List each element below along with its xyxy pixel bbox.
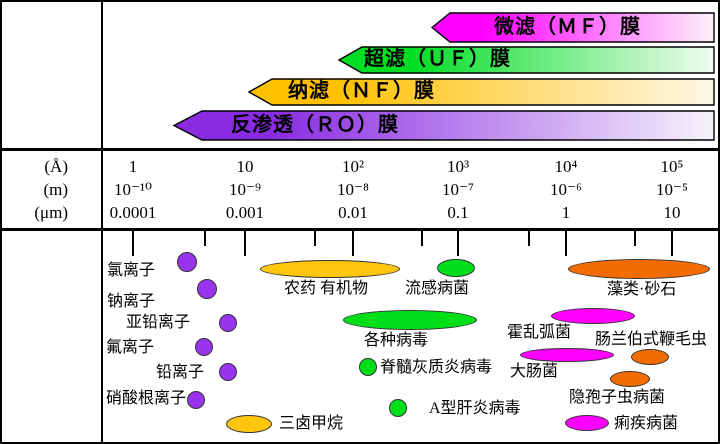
particle-ellipse-polio-virus	[359, 358, 377, 376]
major-tick	[352, 231, 354, 256]
scale-value: 10⁻⁸	[337, 180, 369, 199]
scale-value: 10³	[446, 157, 470, 176]
scale-value: 0.0001	[109, 203, 157, 222]
particle-label-giardia-lamblia: 肠兰伯式鞭毛虫	[595, 331, 708, 348]
particle-ellipse-influenza-germ	[437, 259, 475, 277]
scale-value: 1	[128, 157, 138, 176]
membrane-arrow-ultrafiltration	[337, 46, 715, 74]
minor-tick	[634, 231, 636, 246]
scale-value: 1	[561, 203, 571, 222]
particle-ellipse-fluoride-ion	[195, 338, 213, 356]
scale-value: 10⁻⁵	[656, 180, 688, 199]
particle-label-e-coli: 大肠菌	[510, 363, 559, 380]
scale-particles-divider	[2, 228, 718, 231]
scale-value: 0.1	[447, 203, 469, 222]
membrane-arrow-label-nanofiltration: 纳滤（ＮＦ）膜	[288, 80, 435, 102]
minor-tick	[528, 231, 530, 246]
membrane-arrow-reverse-osmosis	[172, 110, 715, 141]
scale-value: 10⁵	[660, 157, 684, 176]
minor-tick	[204, 231, 206, 246]
particle-ellipse-dysentery-germ	[565, 415, 609, 431]
scale-value: 0.001	[225, 203, 265, 222]
particle-label-algae-sand: 藻类·砂石	[607, 281, 677, 298]
particle-ellipse-trihalomethane	[226, 415, 272, 433]
particle-ellipse-cholera-vibrio	[551, 308, 635, 324]
particle-ellipse-algae-sand	[568, 259, 710, 279]
particle-label-various-viruses: 各种病毒	[364, 332, 429, 349]
particle-ellipse-various-viruses	[343, 310, 477, 330]
scale-value: 0.01	[338, 203, 368, 222]
particle-ellipse-pesticides-organics	[260, 260, 400, 278]
major-tick	[565, 231, 567, 256]
scale-value: 10⁻¹⁰	[114, 180, 152, 199]
membrane-arrow-label-microfiltration: 微滤（ＭＦ）膜	[494, 15, 641, 38]
particle-label-pesticides-organics: 农药 有机物	[284, 280, 369, 297]
scale-unit-meter: (m)	[43, 180, 68, 199]
scale-value: 10	[236, 157, 254, 176]
particle-label-sodium-ion: 钠离子	[107, 293, 156, 310]
particle-label-chloride-ion: 氯离子	[107, 262, 156, 279]
membrane-arrow-label-reverse-osmosis: 反渗透（ＲＯ）膜	[231, 113, 399, 136]
scale-value: 10²	[341, 157, 365, 176]
scale-value: 10	[663, 203, 681, 222]
particle-label-cholera-vibrio: 霍乱弧菌	[507, 324, 572, 341]
major-tick	[671, 231, 673, 256]
major-tick	[244, 231, 246, 256]
particle-label-nitrate-ion: 硝酸根离子	[106, 390, 187, 407]
scale-value: 10⁴	[554, 157, 578, 176]
membrane-arrow-microfiltration	[430, 12, 715, 43]
arrows-scale-divider	[2, 148, 718, 151]
particle-ellipse-chloride-ion	[177, 252, 197, 272]
major-tick	[132, 231, 134, 256]
membrane-arrows-svg	[172, 12, 715, 141]
vertical-divider	[101, 2, 103, 442]
particle-label-fluoride-ion: 氟离子	[106, 339, 155, 356]
particle-ellipse-lead-ion	[219, 363, 237, 381]
particle-label-polio-virus: 脊髓灰质炎病毒	[380, 359, 493, 376]
particle-label-influenza-germ: 流感病菌	[405, 280, 470, 297]
particle-label-cryptosporidium: 隐孢子虫病菌	[569, 389, 666, 406]
minor-tick	[421, 231, 423, 246]
scale-unit-micrometer: (μm)	[34, 203, 68, 222]
particle-ellipse-e-coli	[520, 348, 614, 362]
scale-value: 10⁻⁷	[442, 180, 474, 199]
scale-value: 10⁻⁹	[229, 180, 261, 199]
particle-ellipse-nitrate-ion	[187, 391, 205, 409]
particle-ellipse-giardia-lamblia	[631, 349, 669, 365]
particle-ellipse-hepatitis-a-virus	[389, 399, 407, 417]
membrane-arrow-label-ultrafiltration: 超滤（ＵＦ）膜	[364, 48, 511, 70]
scale-unit-angstrom: (Å)	[44, 157, 68, 176]
particle-label-dysentery-germ: 痢疾病菌	[614, 415, 679, 432]
particle-ellipse-cryptosporidium	[610, 371, 650, 387]
major-tick	[457, 231, 459, 256]
particle-label-trihalomethane: 三卤甲烷	[279, 415, 344, 432]
particle-ellipse-sodium-ion	[197, 279, 217, 299]
particle-label-lead-ion: 铅离子	[156, 364, 205, 381]
particle-ellipse-zinc-ion	[219, 314, 237, 332]
scale-value: 10⁻⁶	[550, 180, 582, 199]
particle-label-hepatitis-a-virus: A型肝炎病毒	[429, 400, 521, 417]
particle-label-zinc-ion: 亚铅离子	[126, 314, 191, 331]
minor-tick	[314, 231, 316, 246]
membrane-arrow-nanofiltration	[247, 78, 715, 106]
